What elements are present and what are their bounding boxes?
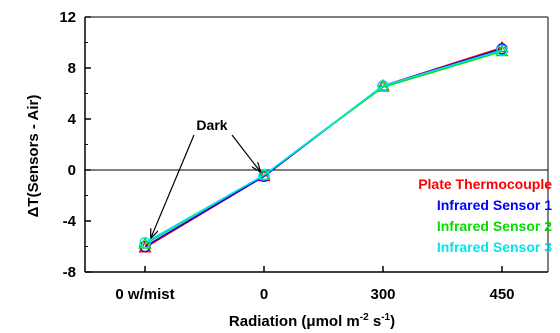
annotation-arrow — [231, 134, 260, 171]
x-tick-label: 0 — [260, 286, 268, 303]
y-tick-label: -4 — [63, 213, 77, 230]
x-tick-label: 300 — [370, 286, 395, 303]
legend-entry: Infrared Sensor 2 — [437, 218, 552, 234]
x-tick-label: 0 w/mist — [115, 286, 174, 303]
legend-entry: Plate Thermocouple — [418, 176, 552, 192]
data-point — [257, 168, 271, 180]
legend-entry: Infrared Sensor 3 — [437, 239, 552, 255]
y-tick-label: 4 — [68, 111, 77, 128]
data-point — [139, 237, 151, 249]
series-line — [144, 49, 503, 244]
y-tick-label: 0 — [68, 162, 76, 179]
series-line — [144, 48, 503, 248]
annotation-label: Dark — [196, 117, 227, 133]
y-tick-label: 8 — [68, 60, 76, 77]
y-axis-title: ΔT(Sensors - Air) — [25, 95, 42, 218]
annotation: Dark — [151, 117, 260, 238]
series-4 — [139, 44, 508, 249]
data-point — [496, 44, 508, 56]
axes: -8 -4 0 4 8 12 0 w/mist 0 300 450 — [59, 9, 549, 303]
y-tick-label: -8 — [63, 264, 76, 281]
annotation-arrow — [151, 134, 195, 238]
y-tick-label: 12 — [59, 9, 76, 26]
legend-entry: Infrared Sensor 1 — [437, 197, 552, 213]
x-tick-label: 450 — [489, 286, 514, 303]
data-point — [377, 80, 389, 92]
data-point — [258, 169, 270, 181]
series-group — [138, 40, 509, 253]
x-axis-title: Radiation (μmol m-2 s-1) — [229, 312, 395, 330]
legend: Plate Thermocouple Infrared Sensor 1 Infra… — [418, 176, 552, 255]
